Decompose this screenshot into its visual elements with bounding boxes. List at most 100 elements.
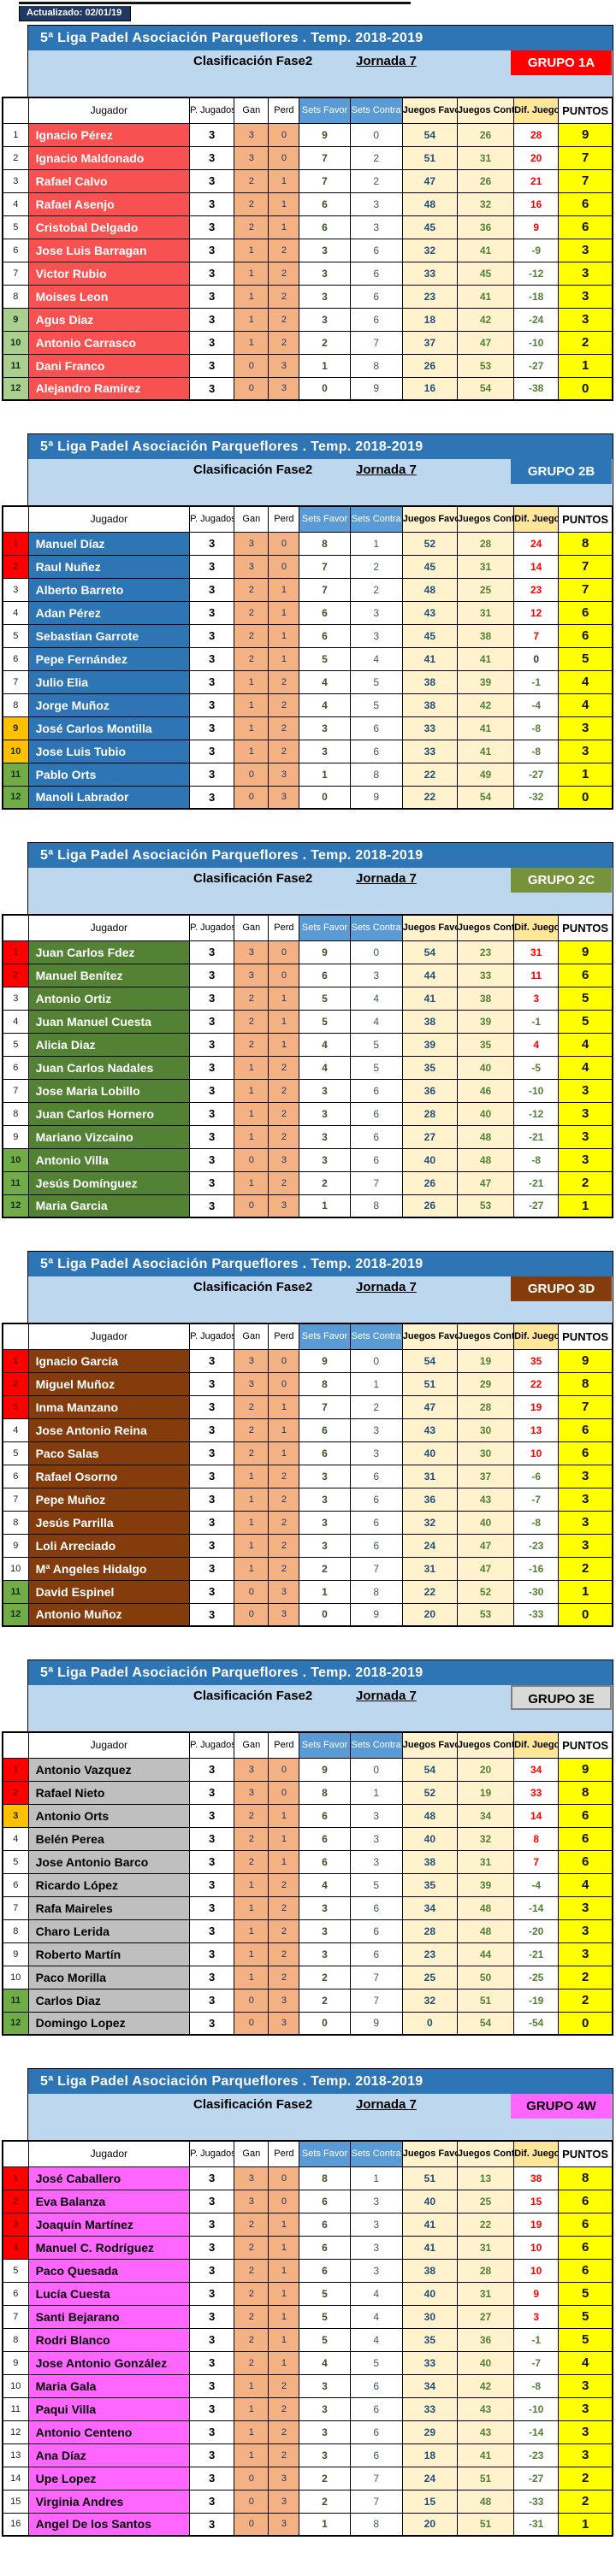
juegos-favor-cell: 39 bbox=[401, 1032, 458, 1057]
column-header-player: Jugador bbox=[27, 914, 191, 941]
juegos-contra-cell: 31 bbox=[456, 2281, 515, 2306]
rank-cell: 11 bbox=[2, 2396, 29, 2421]
played-cell: 3 bbox=[189, 531, 235, 556]
player-name-cell: Loli Arreciado bbox=[27, 1533, 191, 1558]
won-cell: 0 bbox=[234, 376, 270, 401]
won-cell: 1 bbox=[234, 1919, 270, 1943]
dif-juegos-cell: -54 bbox=[513, 2011, 560, 2036]
column-header-jc: Juegos Contra bbox=[456, 2140, 515, 2167]
won-cell: 2 bbox=[234, 1418, 270, 1442]
sets-favor-cell: 7 bbox=[299, 577, 351, 602]
jornada-link[interactable]: Jornada 7 bbox=[356, 54, 417, 68]
juegos-favor-cell: 43 bbox=[401, 600, 458, 625]
lost-cell: 0 bbox=[268, 2166, 300, 2190]
played-cell: 3 bbox=[189, 1101, 235, 1126]
rank-cell: 1 bbox=[2, 940, 29, 964]
puntos-cell: 9 bbox=[558, 1757, 613, 1782]
lost-cell: 2 bbox=[268, 669, 300, 694]
group-header: 5ª Liga Padel Asociación Parqueflores . … bbox=[27, 842, 613, 914]
player-name-cell: Julio Elia bbox=[27, 669, 191, 694]
rank-cell: 7 bbox=[2, 1487, 29, 1512]
juegos-favor-cell: 38 bbox=[401, 693, 458, 717]
player-name-cell: Juan Carlos Fdez bbox=[27, 940, 191, 964]
lost-cell: 2 bbox=[268, 1965, 300, 1989]
rank-cell: 3 bbox=[2, 1394, 29, 1419]
column-header-gan: Gan bbox=[234, 2140, 270, 2167]
jornada-link[interactable]: Jornada 7 bbox=[356, 871, 417, 886]
player-name-cell: Angel De los Santos bbox=[27, 2512, 191, 2537]
player-row: 10 Antonio Carrasco 3 1 2 2 7 37 47 -10 2 bbox=[2, 330, 613, 355]
player-name-cell: Jorge Muñoz bbox=[27, 693, 191, 717]
sets-contra-cell: 0 bbox=[349, 940, 403, 964]
jornada-link[interactable]: Jornada 7 bbox=[356, 2097, 417, 2112]
juegos-contra-cell: 38 bbox=[456, 623, 515, 648]
column-header-pts: PUNTOS bbox=[558, 97, 613, 124]
dif-juegos-cell: 7 bbox=[513, 623, 560, 648]
rank-cell: 16 bbox=[2, 2512, 29, 2537]
juegos-favor-cell: 18 bbox=[401, 2443, 458, 2467]
lost-cell: 0 bbox=[268, 554, 300, 579]
player-row: 6 Lucía Cuesta 3 2 1 5 4 40 31 9 5 bbox=[2, 2281, 613, 2306]
juegos-favor-cell: 54 bbox=[401, 940, 458, 964]
puntos-cell: 3 bbox=[558, 1895, 613, 1920]
played-cell: 3 bbox=[189, 2420, 235, 2444]
puntos-cell: 6 bbox=[558, 1803, 613, 1828]
puntos-cell: 5 bbox=[558, 2281, 613, 2306]
sets-contra-cell: 5 bbox=[349, 1872, 403, 1897]
juegos-contra-cell: 29 bbox=[456, 1371, 515, 1396]
player-name-cell: Cristobal Delgado bbox=[27, 215, 191, 239]
sets-favor-cell: 8 bbox=[299, 1371, 351, 1396]
rank-cell: 6 bbox=[2, 2281, 29, 2306]
sets-contra-cell: 9 bbox=[349, 2011, 403, 2036]
juegos-contra-cell: 51 bbox=[456, 1988, 515, 2013]
column-header-sc: Sets Contra bbox=[349, 1323, 403, 1350]
juegos-favor-cell: 28 bbox=[401, 1919, 458, 1943]
group-header: 5ª Liga Padel Asociación Parqueflores . … bbox=[27, 1251, 613, 1323]
juegos-favor-cell: 23 bbox=[401, 1942, 458, 1966]
lost-cell: 0 bbox=[268, 1371, 300, 1396]
juegos-favor-cell: 43 bbox=[401, 1418, 458, 1442]
sets-favor-cell: 3 bbox=[299, 1510, 351, 1535]
played-cell: 3 bbox=[189, 1371, 235, 1396]
won-cell: 0 bbox=[234, 2512, 270, 2537]
player-row: 9 Roberto Martín 3 1 2 3 6 23 44 -21 3 bbox=[2, 1942, 613, 1966]
puntos-cell: 3 bbox=[558, 1101, 613, 1126]
puntos-cell: 3 bbox=[558, 1464, 613, 1488]
jornada-link[interactable]: Jornada 7 bbox=[356, 1689, 417, 1703]
rank-cell: 12 bbox=[2, 785, 29, 810]
puntos-cell: 3 bbox=[558, 1533, 613, 1558]
dif-juegos-cell: -10 bbox=[513, 1078, 560, 1103]
standings-table: Jugador P. Jugados Gan Perd Sets Favor Sets C… bbox=[2, 97, 613, 401]
jornada-link[interactable]: Jornada 7 bbox=[356, 1280, 417, 1294]
puntos-cell: 3 bbox=[558, 2443, 613, 2467]
rank-cell: 9 bbox=[2, 307, 29, 332]
subheader-band: Clasificación Fase2 Jornada 7 GRUPO 2B bbox=[28, 459, 613, 505]
lost-cell: 2 bbox=[268, 1556, 300, 1581]
puntos-cell: 6 bbox=[558, 623, 613, 648]
dif-juegos-cell: -14 bbox=[513, 1895, 560, 1920]
played-cell: 3 bbox=[189, 1394, 235, 1419]
won-cell: 0 bbox=[234, 1194, 270, 1218]
juegos-favor-cell: 32 bbox=[401, 238, 458, 262]
jornada-link[interactable]: Jornada 7 bbox=[356, 463, 417, 477]
won-cell: 2 bbox=[234, 2212, 270, 2237]
puntos-cell: 5 bbox=[558, 2327, 613, 2352]
league-title: 5ª Liga Padel Asociación Parqueflores . … bbox=[28, 26, 613, 50]
rank-cell: 1 bbox=[2, 1757, 29, 1782]
rank-cell: 8 bbox=[2, 693, 29, 717]
won-cell: 1 bbox=[234, 1965, 270, 1989]
played-cell: 3 bbox=[189, 963, 235, 987]
dif-juegos-cell: -38 bbox=[513, 376, 560, 401]
lost-cell: 1 bbox=[268, 1826, 300, 1851]
juegos-favor-cell: 24 bbox=[401, 1533, 458, 1558]
won-cell: 3 bbox=[234, 2166, 270, 2190]
player-row: 3 Alberto Barreto 3 2 1 7 2 48 25 23 7 bbox=[2, 577, 613, 602]
player-name-cell: Pepe Fernández bbox=[27, 646, 191, 671]
player-row: 6 Rafael Osorno 3 1 2 3 6 31 37 -6 3 bbox=[2, 1464, 613, 1488]
won-cell: 2 bbox=[234, 2327, 270, 2352]
juegos-favor-cell: 47 bbox=[401, 1394, 458, 1419]
puntos-cell: 1 bbox=[558, 1194, 613, 1218]
column-header-pj: P. Jugados bbox=[189, 914, 235, 941]
juegos-contra-cell: 41 bbox=[456, 238, 515, 262]
played-cell: 3 bbox=[189, 986, 235, 1011]
